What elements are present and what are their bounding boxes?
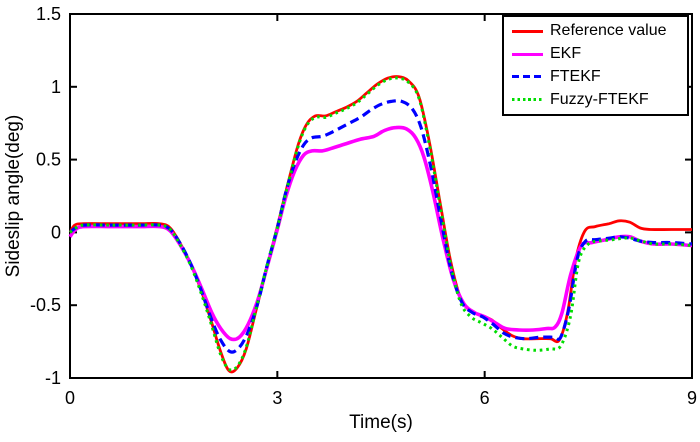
legend-line-sample-ftekf <box>512 75 543 79</box>
series-group <box>68 75 693 374</box>
plot-box <box>69 13 693 379</box>
legend-item-fuzzy-ftekf: Fuzzy-FTEKF <box>512 89 685 111</box>
legend-line-sample-ekf <box>512 52 543 56</box>
series-line-ekf <box>68 125 693 342</box>
y-tick-label: 1.5 <box>36 4 61 24</box>
y-tick-label: -0.5 <box>30 295 61 315</box>
legend-label: EKF <box>550 45 582 63</box>
legend-line-sample-reference-value <box>512 29 543 33</box>
legend-line-sample-fuzzy-ftekf <box>512 98 543 102</box>
y-tick-label: -1 <box>45 368 61 388</box>
x-tick-label: 6 <box>480 388 490 408</box>
x-tick-label: 3 <box>272 388 282 408</box>
series-line-reference-value <box>68 75 692 374</box>
y-axis-label: Sideslip angle(deg) <box>3 114 24 278</box>
y-tick-label: 0.5 <box>36 150 61 170</box>
x-tick-label: 0 <box>65 388 75 408</box>
x-tick-label: 9 <box>687 388 697 408</box>
legend-label: Reference value <box>550 22 667 40</box>
legend: Reference value EKF FTEKF Fuzzy-FTEKF <box>502 15 689 116</box>
legend-item-ekf: EKF <box>512 43 685 65</box>
legend-label: FTEKF <box>550 67 601 85</box>
legend-item-ftekf: FTEKF <box>512 66 685 88</box>
y-tick-label: 1 <box>51 77 61 97</box>
legend-item-reference-value: Reference value <box>512 20 685 42</box>
x-axis-label: Time(s) <box>349 412 413 433</box>
legend-label: Fuzzy-FTEKF <box>550 90 649 108</box>
y-tick-label: 0 <box>51 222 61 242</box>
